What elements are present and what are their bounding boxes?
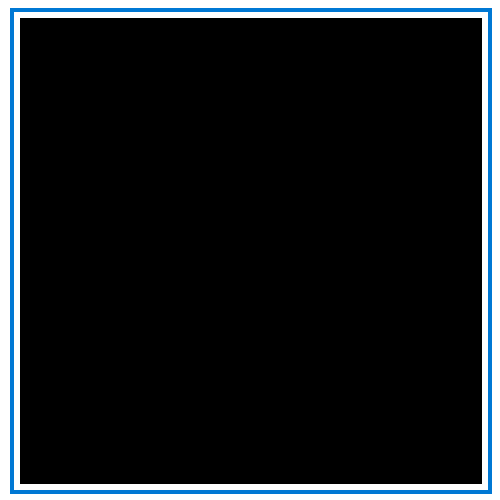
inner-panel <box>20 18 482 484</box>
